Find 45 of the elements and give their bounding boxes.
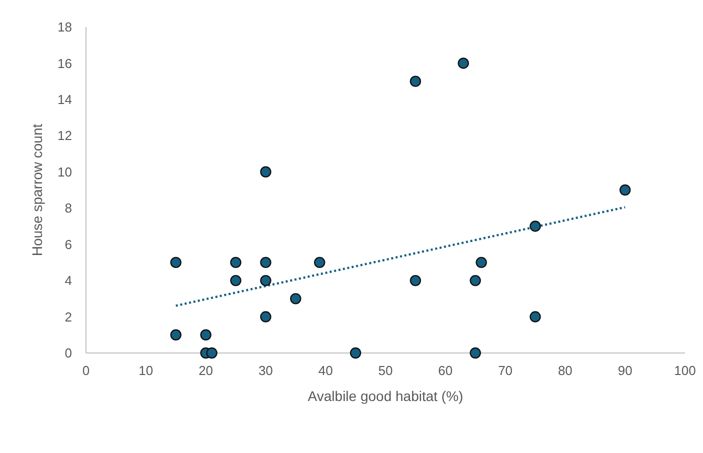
point <box>230 256 242 268</box>
point <box>260 256 272 268</box>
point <box>458 58 469 69</box>
point <box>170 256 182 268</box>
point <box>476 256 487 268</box>
x-tick-label: 30 <box>258 363 273 378</box>
point <box>290 293 302 304</box>
x-tick-label: 80 <box>558 363 572 378</box>
point <box>470 347 481 359</box>
x-tick-label: 90 <box>618 363 632 378</box>
point <box>230 274 242 286</box>
y-tick-label: 18 <box>58 20 72 35</box>
y-tick-label: 10 <box>58 164 72 180</box>
y-tick-label: 14 <box>58 92 72 107</box>
x-axis-title: Avalbile good habitat (%) <box>308 388 464 404</box>
x-tick-label: 60 <box>438 363 453 378</box>
x-tick-label: 50 <box>378 363 393 378</box>
x-tick-label: 100 <box>674 363 696 378</box>
point <box>350 347 362 359</box>
point <box>530 311 541 322</box>
point <box>170 329 182 340</box>
x-tick-label: 0 <box>82 363 90 378</box>
y-axis-title: House sparrow count <box>29 124 45 256</box>
point <box>314 256 326 268</box>
y-tick-label: 2 <box>64 309 72 324</box>
point <box>620 184 631 196</box>
point <box>530 220 541 232</box>
y-tick-label: 0 <box>64 346 72 361</box>
point <box>200 329 212 340</box>
y-tick-label: 4 <box>64 273 72 288</box>
y-tick-label: 6 <box>64 236 72 252</box>
x-tick-label: 70 <box>498 363 513 378</box>
point <box>470 274 481 286</box>
y-tick-label: 12 <box>58 128 72 144</box>
y-tick-label: 8 <box>64 200 72 216</box>
point <box>410 274 422 286</box>
point <box>260 274 272 286</box>
x-tick-label: 40 <box>318 363 333 378</box>
point <box>260 166 272 178</box>
y-tick-label: 16 <box>58 56 72 71</box>
x-tick-label: 10 <box>138 363 154 378</box>
x-tick-label: 20 <box>198 363 214 378</box>
point <box>206 347 218 359</box>
point <box>260 311 272 322</box>
point <box>410 76 422 87</box>
